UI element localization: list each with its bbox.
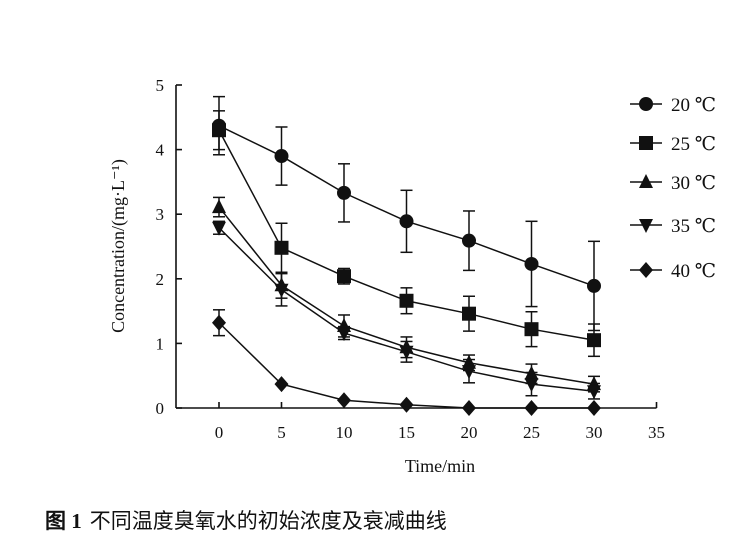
y-tick-label: 3 <box>156 205 165 224</box>
data-point <box>274 376 289 393</box>
legend-marker <box>639 97 653 111</box>
caption-text: 不同温度臭氧水的初始浓度及衰减曲线 <box>89 509 447 533</box>
y-axis-label: Concentration/(mg·L⁻¹) <box>108 159 129 333</box>
data-point <box>212 314 226 331</box>
data-point <box>462 365 476 380</box>
data-point <box>462 233 476 248</box>
legend-item: 30 ℃ <box>630 173 716 194</box>
data-point <box>524 378 539 393</box>
data-point <box>462 400 476 416</box>
x-tick-label: 5 <box>277 423 286 442</box>
y-tick-label: 1 <box>156 334 165 353</box>
series-25c <box>212 110 601 358</box>
legend-item: 40 ℃ <box>630 261 716 282</box>
data-point <box>587 333 601 348</box>
legend-item: 20 ℃ <box>630 95 716 116</box>
data-point <box>524 256 539 271</box>
x-tick-label: 10 <box>336 423 353 442</box>
legend-marker <box>639 262 653 278</box>
data-point <box>587 400 601 416</box>
legend-label: 35 ℃ <box>671 216 716 237</box>
data-point <box>337 269 351 284</box>
data-point <box>399 396 414 413</box>
y-tick-label: 4 <box>156 141 165 160</box>
x-axis-label: Time/min <box>405 456 475 476</box>
y-tick-label: 2 <box>156 270 165 289</box>
legend-marker <box>639 174 653 188</box>
legend-label: 40 ℃ <box>671 261 716 282</box>
legend-marker <box>639 136 653 150</box>
legend-label: 20 ℃ <box>671 95 716 116</box>
series-40c <box>212 309 601 416</box>
data-point <box>212 123 226 138</box>
data-point <box>524 400 539 416</box>
data-point <box>337 185 351 200</box>
figure-number: 图 1 <box>45 509 82 533</box>
legend-label: 25 ℃ <box>671 134 716 155</box>
x-tick-label: 25 <box>523 423 540 442</box>
data-point <box>274 149 289 164</box>
data-point <box>524 322 539 337</box>
data-point <box>587 385 601 400</box>
data-point <box>399 214 414 229</box>
data-point <box>212 199 226 214</box>
y-tick-label: 0 <box>156 399 165 418</box>
y-tick-label: 5 <box>156 76 165 95</box>
data-point <box>274 240 289 255</box>
data-point <box>212 221 226 236</box>
series-35c <box>212 220 601 400</box>
x-tick-label: 30 <box>586 423 603 442</box>
legend-item: 25 ℃ <box>630 134 716 155</box>
data-point <box>399 293 414 308</box>
data-point <box>337 392 351 409</box>
data-point <box>587 278 601 293</box>
x-tick-label: 15 <box>398 423 415 442</box>
x-tick-label: 0 <box>215 423 224 442</box>
data-point <box>337 327 351 342</box>
data-point <box>399 345 414 360</box>
x-tick-label: 35 <box>648 423 665 442</box>
decay-chart: 0 1 2 3 4 5 0 5 10 15 20 25 30 35 Time/min Concentratio… <box>108 76 716 476</box>
legend-label: 30 ℃ <box>671 173 716 194</box>
data-point <box>462 306 476 321</box>
legend-item: 35 ℃ <box>630 216 716 237</box>
figure-caption: 图 1 不同温度臭氧水的初始浓度及衰减曲线 <box>45 505 447 535</box>
x-tick-label: 20 <box>461 423 478 442</box>
legend-marker <box>639 219 653 233</box>
data-point <box>274 283 289 298</box>
